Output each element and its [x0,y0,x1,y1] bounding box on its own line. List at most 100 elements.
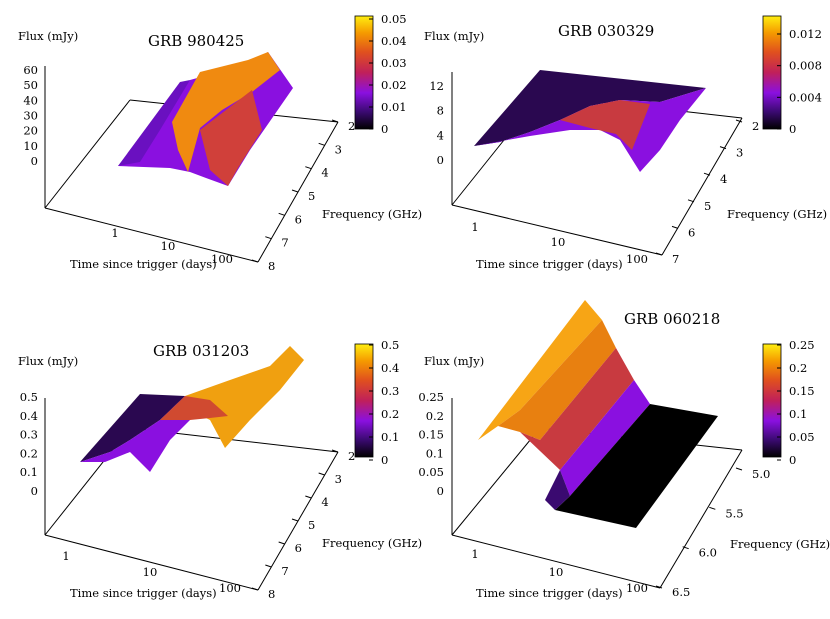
z-tick-label: 0.3 [20,428,38,442]
colorbar [354,343,374,458]
z-axis-label: Flux (mJy) [18,354,78,368]
panel-grb-030329: GRB 030329 Flux (mJy) 12840110100234567 … [424,15,827,271]
z-tick-label: 8 [437,104,444,118]
surface-sheet [474,70,706,146]
colorbar-tick-label: 0.4 [381,361,399,375]
y-tick-label: 6 [295,541,302,555]
z-tick-label: 0 [437,484,444,498]
z-tick-label: 0.25 [418,390,444,404]
y-tick-label: 8 [268,587,275,601]
y-tick-label: 2 [348,119,355,133]
y-tick-label: 2 [752,119,759,133]
surface-sheet [545,470,570,510]
z-tick-label: 4 [437,128,444,142]
y-axis-label: Frequency (GHz) [322,536,422,550]
panel-grb-060218: GRB 060218 Flux (mJy) 0.25 0.2 0.15 0.1 0.05… [418,300,830,600]
x-tick-label: 1 [111,226,118,240]
surface-sheet [560,100,650,150]
colorbar-tick-label: 0 [789,122,796,136]
y-tick-label: 3 [335,472,342,486]
x-tick-label: 10 [161,239,176,253]
z-tick-label: 40 [23,93,38,107]
surface-sheet [560,380,650,496]
z-tick-label: 0.15 [418,428,444,442]
surface-sheet [520,348,634,470]
colorbar-tick-label: 0 [381,453,388,467]
x-axis-label: Time since trigger (days) [70,586,217,600]
y-tick-mark [291,518,299,522]
y-tick-mark [709,506,716,510]
x-tick-label: 100 [211,252,233,266]
chart-title: GRB 980425 [148,32,244,50]
y-tick-mark [291,189,299,193]
colorbar-tick-label: 0 [789,453,796,467]
x-tick-label: 10 [143,565,158,579]
y-tick-mark [735,119,743,123]
z-tick-label: 12 [429,79,444,93]
y-tick-label: 5 [308,518,315,532]
colorbar [762,343,782,458]
y-tick-label: 5 [308,189,315,203]
z-tick-label: 60 [23,63,38,77]
y-tick-mark [687,199,695,203]
colorbar-tick-label: 0.3 [381,384,399,398]
z-tick-label: 0.05 [418,465,444,479]
chart-title: GRB 060218 [624,310,720,328]
y-tick-mark [278,212,285,216]
x-tick-label: 1 [471,547,478,561]
panel-grb-980425: GRB 980425 Flux (mJy) 605040302010011010… [18,12,422,273]
y-tick-mark [331,449,339,453]
x-axis-label: Time since trigger (days) [476,586,623,600]
y-tick-mark [265,236,272,240]
surface-sheet [80,394,185,462]
y-tick-mark [251,587,259,591]
colorbar-tick-label: 0.05 [789,430,815,444]
x-tick-label: 10 [551,235,566,249]
y-tick-mark [318,142,325,146]
x-tick-label: 100 [626,581,648,595]
x-axis-label: Time since trigger (days) [476,257,623,271]
colorbar-tick-label: 0.02 [381,78,407,92]
y-tick-label: 4 [321,495,328,509]
y-tick-mark [251,259,259,263]
y-tick-label: 7 [281,236,288,250]
y-axis-label: Frequency (GHz) [727,207,827,221]
y-tick-mark [735,467,743,471]
y-tick-label: 6.5 [672,585,690,599]
back-axis-line [451,427,541,536]
colorbar-tick-label: 0.2 [381,407,399,421]
colorbar-tick-label: 0.2 [789,361,807,375]
y-tick-label: 3 [335,142,342,156]
z-tick-label: 0.5 [20,390,38,404]
colorbar-tick-label: 0.25 [789,338,815,352]
x-tick-label: 100 [626,252,648,266]
y-tick-mark [655,585,663,589]
colorbar [354,15,374,130]
surface-sheet [118,80,190,166]
back-axis-line [44,99,131,209]
y-tick-label: 5.0 [752,467,770,481]
z-tick-label: 20 [23,124,38,138]
y-tick-label: 7 [672,252,679,266]
surface-sheet [160,396,228,420]
y-tick-mark [671,225,679,229]
y-tick-mark [318,472,325,476]
z-tick-label: 0 [31,484,38,498]
colorbar-tick-label: 0.03 [381,56,407,70]
surface-sheet [200,90,262,186]
colorbar-tick-label: 0.05 [381,12,407,26]
z-axis-label: Flux (mJy) [424,354,484,368]
surface-sheet [555,404,718,528]
x-axis-line [451,534,661,589]
z-axis-label: Flux (mJy) [424,29,484,43]
colorbar [762,15,782,130]
colorbar-tick-label: 0.5 [381,338,399,352]
x-tick-label: 100 [219,581,241,595]
y-axis-label: Frequency (GHz) [322,207,422,221]
z-tick-label: 30 [23,109,38,123]
colorbar-tick-label: 0.008 [789,59,822,73]
x-tick-label: 1 [62,549,69,563]
x-tick-label: 10 [549,565,564,579]
y-tick-label: 6 [688,225,695,239]
